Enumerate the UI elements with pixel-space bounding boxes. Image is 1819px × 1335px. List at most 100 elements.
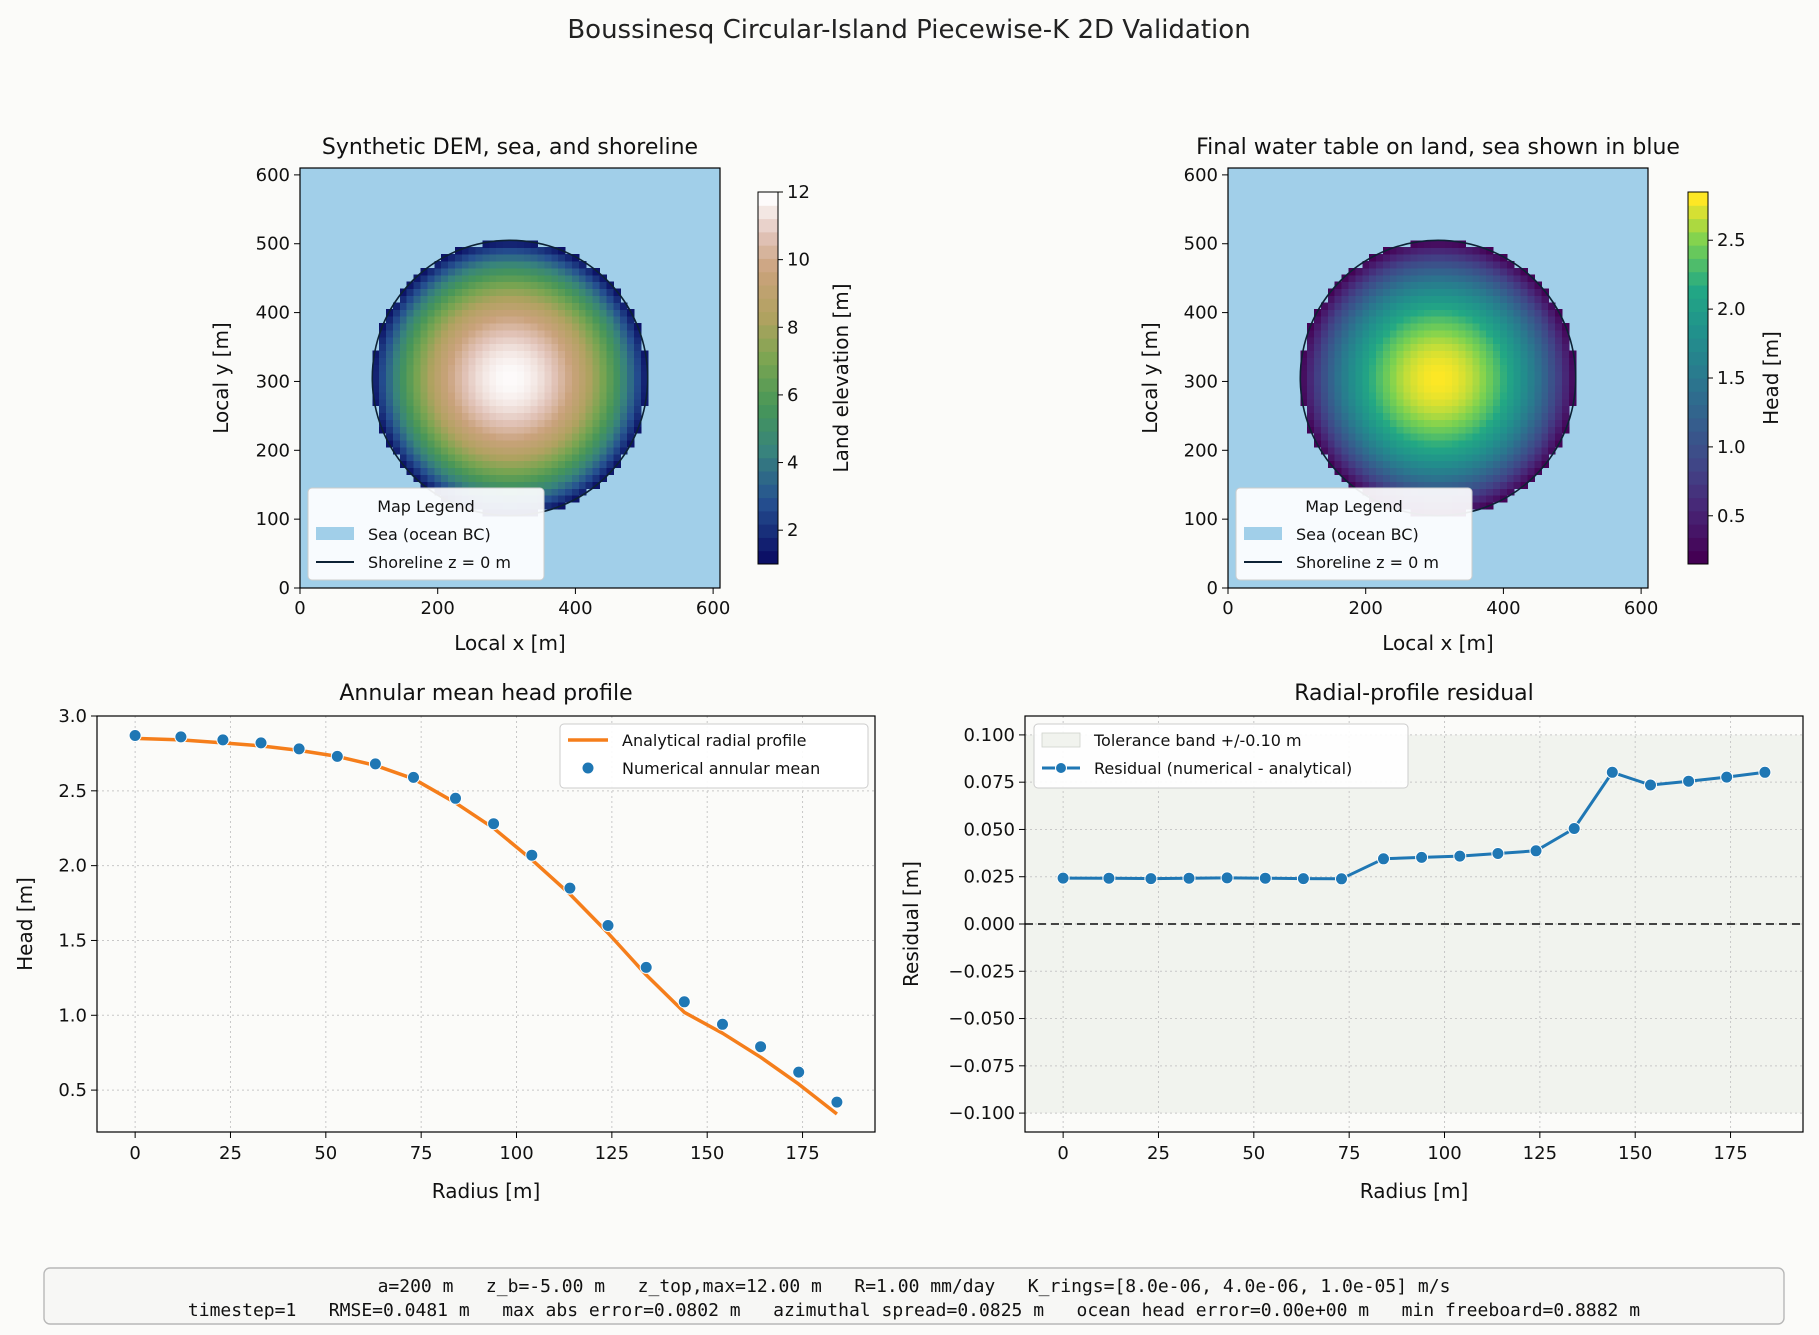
island-cell bbox=[1541, 371, 1549, 379]
island-cell bbox=[599, 474, 607, 482]
island-cell bbox=[585, 460, 594, 469]
island-cell bbox=[1382, 446, 1391, 455]
island-cell bbox=[565, 260, 573, 269]
island-cell bbox=[406, 467, 415, 475]
island-cell bbox=[1320, 391, 1329, 400]
island-cell bbox=[454, 302, 463, 310]
island-cell bbox=[496, 274, 504, 283]
island-cell bbox=[1403, 412, 1412, 420]
island-cell bbox=[1382, 371, 1391, 379]
island-cell bbox=[1493, 371, 1501, 379]
island-cell bbox=[592, 467, 601, 475]
island-cell bbox=[1534, 364, 1542, 372]
island-cell bbox=[1341, 384, 1350, 393]
island-cell bbox=[530, 336, 539, 345]
island-cell bbox=[496, 453, 504, 462]
island-cell bbox=[496, 439, 504, 448]
island-cell bbox=[1444, 474, 1453, 482]
island-cell bbox=[1355, 357, 1363, 365]
island-cell bbox=[496, 467, 504, 475]
island-cells bbox=[372, 240, 649, 517]
island-cell bbox=[1438, 405, 1446, 414]
island-cell bbox=[523, 267, 532, 276]
island-cell bbox=[544, 426, 552, 434]
island-cell bbox=[558, 405, 566, 414]
island-cell bbox=[1499, 426, 1508, 434]
island-cell bbox=[1458, 398, 1467, 407]
colorbar-segment bbox=[758, 285, 778, 299]
island-cell bbox=[1479, 295, 1487, 303]
island-cell bbox=[1389, 316, 1398, 324]
legend-tolerance-label: Tolerance band +/-0.10 m bbox=[1093, 731, 1302, 750]
island-cell bbox=[503, 405, 511, 414]
island-cell bbox=[1465, 350, 1474, 358]
island-cell bbox=[627, 433, 635, 441]
island-cell bbox=[503, 336, 511, 345]
island-cell bbox=[592, 405, 601, 414]
island-cell bbox=[530, 343, 539, 352]
island-cell bbox=[1541, 405, 1549, 414]
island-cell bbox=[599, 405, 607, 414]
island-cell bbox=[578, 453, 587, 462]
island-cell bbox=[1555, 350, 1563, 358]
island-cell bbox=[1314, 364, 1322, 372]
island-cell bbox=[1472, 391, 1480, 400]
island-cell bbox=[1451, 267, 1460, 276]
island-cell bbox=[516, 419, 525, 427]
island-cell bbox=[434, 426, 442, 434]
island-cell bbox=[1451, 453, 1460, 462]
y-tick-label: 600 bbox=[1184, 165, 1218, 186]
island-cell bbox=[640, 357, 649, 365]
island-cell bbox=[592, 281, 601, 290]
island-cell bbox=[468, 467, 477, 475]
residual-point bbox=[1102, 871, 1116, 885]
island-cell bbox=[406, 419, 415, 427]
island-cell bbox=[1499, 433, 1508, 441]
island-cell bbox=[1479, 439, 1487, 448]
island-cell bbox=[1382, 474, 1391, 482]
island-cell bbox=[592, 474, 601, 482]
x-tick-label: 0 bbox=[129, 1143, 140, 1164]
colorbar-tick-label: 10 bbox=[787, 250, 810, 271]
island-cell bbox=[392, 405, 401, 414]
island-cell bbox=[627, 343, 635, 352]
island-cell bbox=[406, 295, 415, 303]
island-cell bbox=[1534, 453, 1542, 462]
island-cell bbox=[620, 446, 628, 455]
island-cell bbox=[413, 453, 422, 462]
island-cell bbox=[1355, 391, 1363, 400]
island-cell bbox=[1465, 343, 1474, 352]
island-cell bbox=[558, 460, 566, 469]
island-cell bbox=[1493, 426, 1501, 434]
island-cell bbox=[1362, 322, 1370, 331]
head-profile-grid bbox=[97, 715, 875, 1132]
island-cell bbox=[1527, 391, 1535, 400]
island-cell bbox=[1431, 288, 1439, 296]
island-cell bbox=[1506, 433, 1515, 441]
island-cell bbox=[1362, 288, 1370, 296]
island-cell bbox=[1465, 384, 1474, 393]
island-cell bbox=[1486, 350, 1494, 358]
island-cell bbox=[1513, 267, 1522, 276]
island-cell bbox=[1355, 322, 1363, 331]
island-cell bbox=[1376, 309, 1384, 317]
island-cell bbox=[1410, 357, 1418, 365]
colorbar-segment bbox=[758, 524, 778, 538]
island-cell bbox=[571, 267, 580, 276]
island-cell bbox=[571, 384, 580, 393]
island-cell bbox=[1369, 446, 1377, 455]
island-cell bbox=[1431, 446, 1439, 455]
island-cell bbox=[1444, 419, 1453, 427]
island-cell bbox=[1396, 439, 1405, 448]
island-cell bbox=[1376, 357, 1384, 365]
y-tick-label: −0.075 bbox=[948, 1056, 1015, 1077]
island-cell bbox=[1465, 433, 1474, 441]
island-cell bbox=[571, 419, 580, 427]
island-cell bbox=[420, 391, 428, 400]
island-cell bbox=[448, 453, 456, 462]
island-cell bbox=[434, 267, 442, 276]
island-cell bbox=[516, 446, 525, 455]
island-cell bbox=[496, 384, 504, 393]
island-cell bbox=[1499, 405, 1508, 414]
island-cell bbox=[448, 371, 456, 379]
